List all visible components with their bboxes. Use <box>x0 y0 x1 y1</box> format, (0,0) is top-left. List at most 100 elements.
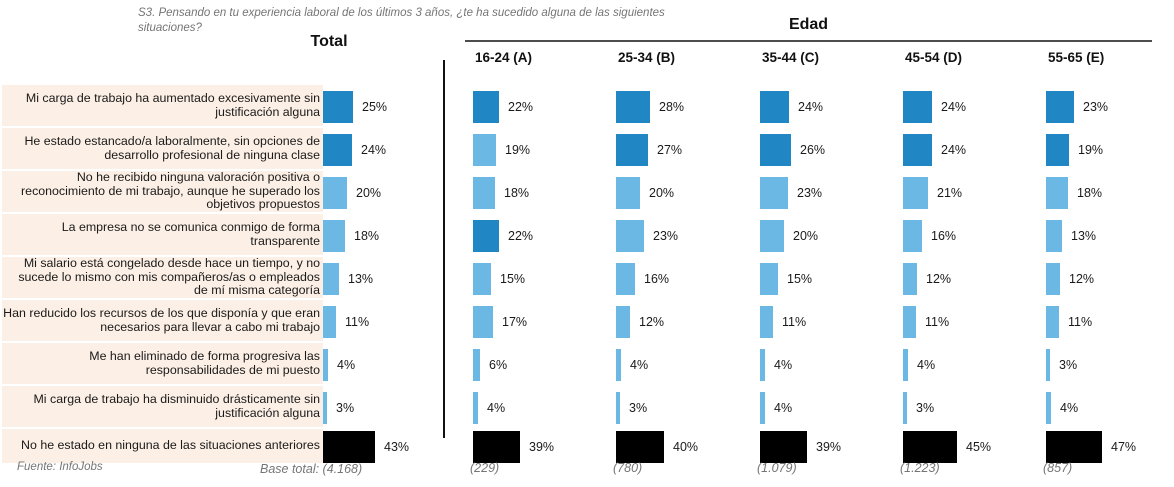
bar <box>1046 391 1051 424</box>
bar-value: 43% <box>384 440 410 454</box>
value-cell: 15% <box>760 257 903 300</box>
bar <box>616 90 650 123</box>
bar-value: 19% <box>505 142 531 157</box>
bar-value: 40% <box>673 440 699 454</box>
bar <box>1046 219 1062 252</box>
bar <box>1046 305 1059 338</box>
row-label-text: Mi carga de trabajo ha disminuido drásti… <box>33 391 320 420</box>
bar <box>1046 348 1050 381</box>
bar-value: 11% <box>345 314 370 329</box>
edad-group-header: Edad <box>788 16 829 33</box>
value-cell: 11% <box>1046 300 1172 343</box>
bar <box>616 219 644 252</box>
bar <box>473 133 496 166</box>
bar <box>760 348 765 381</box>
age-column-header: 55-65 (E) <box>1048 50 1105 65</box>
row-label: Han reducido los recursos de los que dis… <box>2 300 323 341</box>
bar-value: 24% <box>798 99 824 114</box>
bar <box>760 90 789 123</box>
base-cell-wrap: (857) <box>1043 461 1174 475</box>
value-cell: 18% <box>473 171 616 214</box>
value-cell: 11% <box>903 300 1046 343</box>
value-cell: 39% <box>473 429 616 465</box>
row-label: No he recibido ninguna valoración positi… <box>2 171 323 212</box>
value-cell: 24% <box>760 85 903 128</box>
bar <box>473 431 520 463</box>
bar-value: 20% <box>649 185 675 200</box>
bar-value: 12% <box>639 314 665 329</box>
value-cell: 6% <box>473 343 616 386</box>
chart-row: Mi carga de trabajo ha disminuido drásti… <box>0 386 1174 429</box>
bar-value: 45% <box>966 440 992 454</box>
value-cell: 4% <box>616 343 760 386</box>
bar <box>760 176 788 209</box>
base-counts-row: (229) (780) (1.079) (1.223) (857) <box>0 461 1174 475</box>
base-cell-wrap: (1.079) <box>757 461 905 475</box>
bar-value: 23% <box>797 185 823 200</box>
bar-value: 39% <box>529 440 555 454</box>
bar-value: 23% <box>1083 99 1109 114</box>
bar <box>616 305 630 338</box>
row-label-text: Mi carga de trabajo ha aumentado excesiv… <box>25 90 320 119</box>
row-label: La empresa no se comunica conmigo de for… <box>2 214 323 255</box>
value-cell: 12% <box>616 300 760 343</box>
row-label-text: Me han eliminado de forma progresiva las… <box>89 348 320 377</box>
bar-value: 16% <box>644 271 670 286</box>
bar <box>903 431 957 463</box>
value-cell: 25% <box>323 85 473 128</box>
bar-value: 4% <box>1060 400 1079 415</box>
chart-row: La empresa no se comunica conmigo de for… <box>0 214 1174 257</box>
bar-value: 3% <box>336 400 355 415</box>
bar-value: 15% <box>500 271 526 286</box>
bar-value: 3% <box>1059 357 1078 372</box>
bar <box>616 176 640 209</box>
bar-value: 4% <box>917 357 936 372</box>
chart-row: Han reducido los recursos de los que dis… <box>0 300 1174 343</box>
bar-value: 24% <box>941 99 967 114</box>
value-cell: 11% <box>323 300 473 343</box>
row-label: Mi carga de trabajo ha disminuido drásti… <box>2 386 323 427</box>
row-label-text: He estado estancado/a laboralmente, sin … <box>24 133 320 162</box>
bar <box>1046 133 1069 166</box>
bar <box>903 219 922 252</box>
bar <box>323 90 353 123</box>
value-cell: 3% <box>616 386 760 429</box>
bar <box>323 305 336 338</box>
base-count: (1.079) <box>757 461 797 475</box>
value-cell: 3% <box>903 386 1046 429</box>
bar-value: 18% <box>504 185 530 200</box>
row-label: He estado estancado/a laboralmente, sin … <box>2 128 323 169</box>
value-cell: 19% <box>1046 128 1172 171</box>
bar <box>760 219 784 252</box>
bar <box>323 219 345 252</box>
value-cell: 27% <box>616 128 760 171</box>
bar-value: 3% <box>916 400 935 415</box>
value-cell: 24% <box>903 85 1046 128</box>
value-cell: 18% <box>323 214 473 257</box>
bar <box>760 431 807 463</box>
value-cell: 21% <box>903 171 1046 214</box>
bar <box>760 305 773 338</box>
bar <box>903 176 928 209</box>
bar-value: 39% <box>816 440 842 454</box>
bar <box>473 90 499 123</box>
bar-value: 24% <box>941 142 967 157</box>
value-cell: 24% <box>903 128 1046 171</box>
value-cell: 40% <box>616 429 760 465</box>
bar-value: 12% <box>1069 271 1095 286</box>
value-cell: 47% <box>1046 429 1172 465</box>
bar-value: 24% <box>361 142 387 157</box>
row-label: Mi carga de trabajo ha aumentado excesiv… <box>2 85 323 126</box>
value-cell: 16% <box>903 214 1046 257</box>
value-cell: 4% <box>760 386 903 429</box>
row-label-text: Han reducido los recursos de los que dis… <box>3 305 320 334</box>
bar <box>616 391 620 424</box>
bar <box>1046 262 1060 295</box>
bar <box>903 391 907 424</box>
value-cell: 12% <box>903 257 1046 300</box>
bar <box>616 262 635 295</box>
bar <box>473 219 499 252</box>
bar-value: 4% <box>774 357 793 372</box>
base-total-label: Base total: (4.168) <box>260 462 363 476</box>
chart-row: Mi carga de trabajo ha aumentado excesiv… <box>0 85 1174 128</box>
